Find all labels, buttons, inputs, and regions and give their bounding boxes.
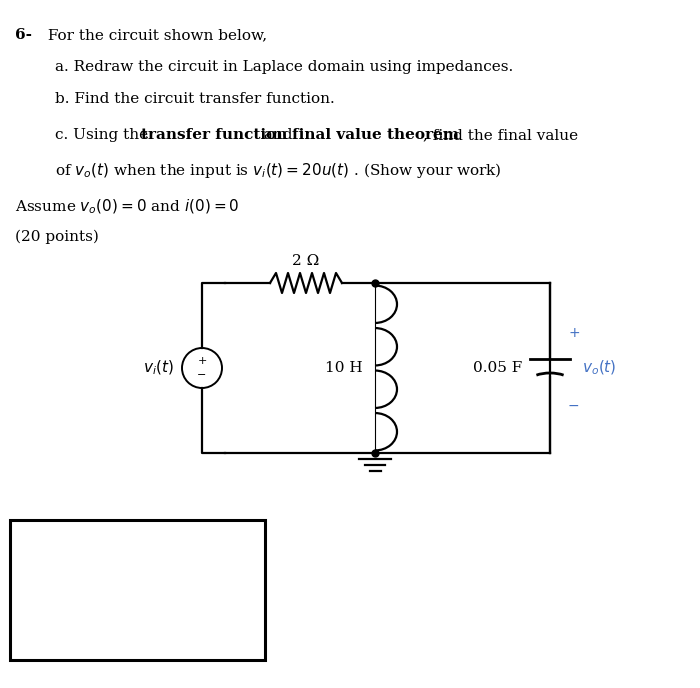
Text: b. Find the circuit transfer function.: b. Find the circuit transfer function. — [55, 92, 335, 106]
Text: 0.05 F: 0.05 F — [473, 361, 522, 375]
Text: of $v_o(t)$ when the input is $v_i(t) = 20u(t)$ . (Show your work): of $v_o(t)$ when the input is $v_i(t) = … — [55, 161, 502, 180]
Text: For the circuit shown below,: For the circuit shown below, — [43, 28, 267, 42]
Text: 6-: 6- — [15, 28, 32, 42]
Text: and: and — [258, 128, 297, 142]
Text: (20 points): (20 points) — [15, 230, 99, 244]
Text: $v_i(t)$: $v_i(t)$ — [143, 359, 174, 377]
Text: final value theorem: final value theorem — [292, 128, 458, 142]
Text: $v_o(t)$: $v_o(t)$ — [582, 359, 617, 377]
Text: −: − — [197, 370, 206, 380]
Text: +: + — [568, 326, 580, 340]
Text: , find the final value: , find the final value — [424, 128, 578, 142]
FancyBboxPatch shape — [10, 520, 265, 660]
Text: 2 Ω: 2 Ω — [293, 254, 320, 268]
Text: 10 H: 10 H — [326, 361, 363, 375]
Text: c. Using the: c. Using the — [55, 128, 153, 142]
Text: a. Redraw the circuit in Laplace domain using impedances.: a. Redraw the circuit in Laplace domain … — [55, 60, 513, 74]
Text: transfer function: transfer function — [141, 128, 287, 142]
Text: +: + — [197, 356, 206, 366]
Text: H(s)=: H(s)= — [25, 542, 75, 559]
Text: Assume $v_o(0) = 0$ and $i(0) = 0$: Assume $v_o(0) = 0$ and $i(0) = 0$ — [15, 198, 239, 217]
Text: $v_o(\infty) =$: $v_o(\infty) =$ — [25, 612, 87, 633]
Text: −: − — [568, 399, 580, 413]
